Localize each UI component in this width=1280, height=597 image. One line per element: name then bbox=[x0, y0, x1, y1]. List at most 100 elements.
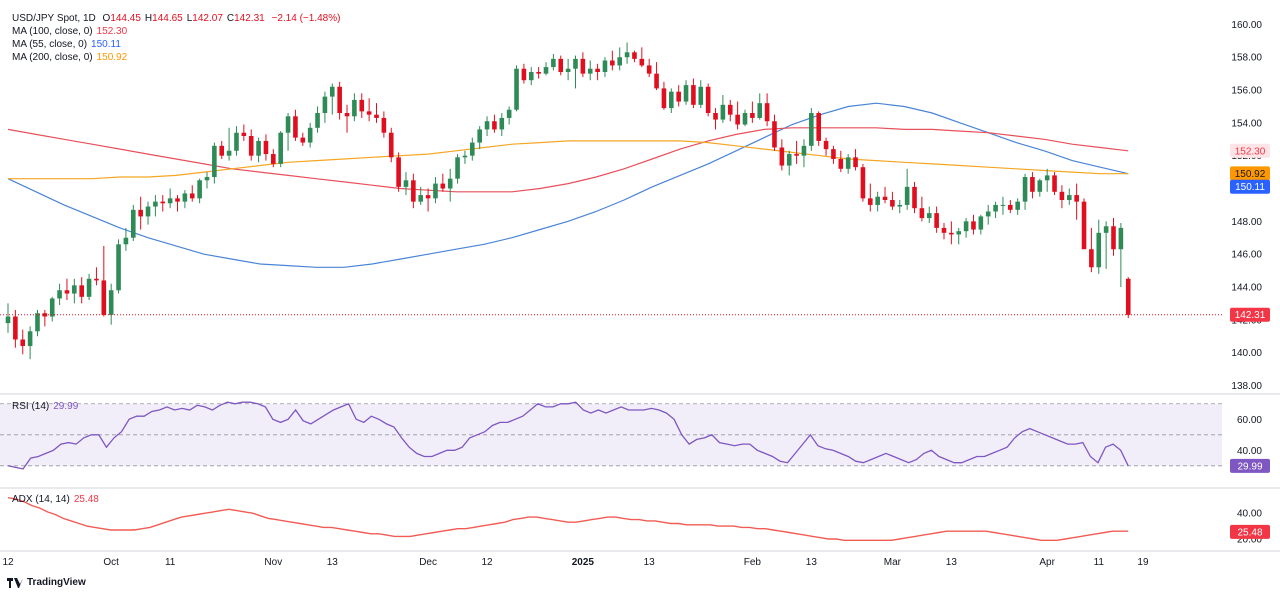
adx-axis-badge: 25.48 bbox=[1237, 527, 1262, 538]
candle-body bbox=[742, 113, 748, 125]
candle-body bbox=[794, 154, 799, 156]
candle-body bbox=[79, 285, 84, 297]
candle-body bbox=[816, 113, 821, 141]
adx-legend-value: 25.48 bbox=[73, 494, 99, 505]
candle-body bbox=[750, 113, 755, 118]
candle-body bbox=[1037, 180, 1043, 192]
rsi-tick-label: 40.00 bbox=[1237, 446, 1262, 457]
candle-body bbox=[352, 99, 357, 117]
candle-body bbox=[551, 58, 556, 68]
candle-body bbox=[521, 68, 527, 81]
x-tick-label: 13 bbox=[327, 557, 339, 568]
candle-body bbox=[470, 142, 475, 156]
candle-body bbox=[617, 57, 623, 66]
price-axis-badge: 150.92 bbox=[1235, 169, 1266, 180]
tradingview-logo[interactable]: TradingView bbox=[7, 577, 86, 588]
candle-body bbox=[27, 331, 33, 347]
x-tick-label: 11 bbox=[165, 557, 176, 568]
candle-body bbox=[587, 68, 593, 74]
candle-body bbox=[285, 116, 291, 133]
candle-body bbox=[735, 114, 740, 125]
candle-body bbox=[875, 196, 880, 205]
candle-body bbox=[632, 52, 637, 59]
candle-body bbox=[300, 137, 306, 143]
candle-body bbox=[1118, 227, 1124, 250]
candle-body bbox=[669, 91, 674, 109]
rsi-legend: RSI (14) 29.99 bbox=[12, 400, 78, 413]
y-tick-label: 140.00 bbox=[1231, 348, 1262, 359]
candle-body bbox=[949, 232, 954, 235]
candle-body bbox=[359, 99, 365, 112]
adx-pane bbox=[7, 497, 1129, 541]
candle-body bbox=[757, 103, 763, 118]
candle-body bbox=[890, 200, 895, 207]
candle-body bbox=[838, 158, 844, 169]
candle-body bbox=[5, 316, 11, 324]
rsi-legend-value: 29.99 bbox=[53, 401, 79, 412]
candle-body bbox=[116, 244, 121, 291]
price-axis-badge-bg bbox=[1230, 166, 1270, 181]
candle-body bbox=[433, 183, 438, 199]
adx-tick-label: 40.00 bbox=[1237, 509, 1262, 520]
candle-body bbox=[396, 157, 401, 187]
rsi-tick-label: 60.00 bbox=[1237, 415, 1262, 426]
candle-body bbox=[941, 227, 947, 233]
rsi-line bbox=[7, 401, 1129, 470]
candle-body bbox=[167, 198, 173, 204]
candle-body bbox=[543, 67, 549, 74]
candle-body bbox=[307, 127, 313, 143]
candle-body bbox=[204, 177, 210, 181]
symbol-label: USD/JPY Spot, 1D bbox=[12, 13, 96, 24]
ma-legend-value: 150.92 bbox=[96, 52, 128, 63]
candle-body bbox=[786, 154, 792, 166]
candle-body bbox=[138, 209, 143, 217]
candle-body bbox=[499, 117, 505, 130]
candle-body bbox=[189, 193, 195, 199]
candle-body bbox=[602, 60, 608, 72]
candle-body bbox=[241, 132, 247, 136]
x-tick-label: Dec bbox=[419, 557, 437, 568]
candle-body bbox=[1052, 175, 1057, 192]
candle-body bbox=[1125, 278, 1131, 315]
rsi-axis-badge: 29.99 bbox=[1237, 461, 1262, 472]
candle-body bbox=[374, 114, 379, 118]
candle-body bbox=[831, 149, 836, 159]
candle-body bbox=[175, 198, 180, 202]
candle-body bbox=[764, 103, 770, 122]
x-tick-label: 2025 bbox=[572, 557, 595, 568]
adx-axis-badge-bg bbox=[1230, 524, 1270, 539]
x-tick-label: Nov bbox=[264, 557, 282, 568]
candle-body bbox=[94, 278, 99, 281]
ohlc-values: O144.45 H144.65 L142.07 C142.31 bbox=[99, 13, 265, 24]
candle-body bbox=[1081, 201, 1087, 250]
candle-body bbox=[683, 85, 689, 102]
candle-body bbox=[293, 116, 298, 138]
candle-body bbox=[860, 167, 866, 199]
y-tick-label: 160.00 bbox=[1231, 20, 1262, 31]
candle-body bbox=[705, 86, 711, 114]
candle-body bbox=[145, 206, 151, 217]
candle-body bbox=[49, 298, 55, 317]
ma-legend-value: 150.11 bbox=[91, 39, 121, 50]
ma-line bbox=[7, 127, 1129, 193]
adx-line bbox=[7, 497, 1129, 541]
candle-body bbox=[366, 111, 372, 115]
candle-body bbox=[698, 86, 704, 105]
candle-body bbox=[595, 68, 600, 72]
price-axis-badge-bg bbox=[1230, 307, 1270, 322]
ohlc-key: H bbox=[144, 13, 153, 24]
y-tick-label: 146.00 bbox=[1231, 250, 1262, 261]
candle-body bbox=[580, 58, 586, 74]
candle-body bbox=[381, 117, 387, 133]
candle-body bbox=[108, 290, 114, 315]
candle-body bbox=[727, 104, 733, 115]
x-tick-label: 11 bbox=[1094, 557, 1105, 568]
candle-body bbox=[226, 150, 232, 156]
ma-line bbox=[8, 140, 1129, 180]
candle-body bbox=[565, 68, 571, 72]
x-tick-label: 12 bbox=[2, 557, 14, 568]
candle-body bbox=[779, 147, 785, 166]
candle-body bbox=[219, 145, 225, 156]
candle-body bbox=[1074, 195, 1079, 202]
